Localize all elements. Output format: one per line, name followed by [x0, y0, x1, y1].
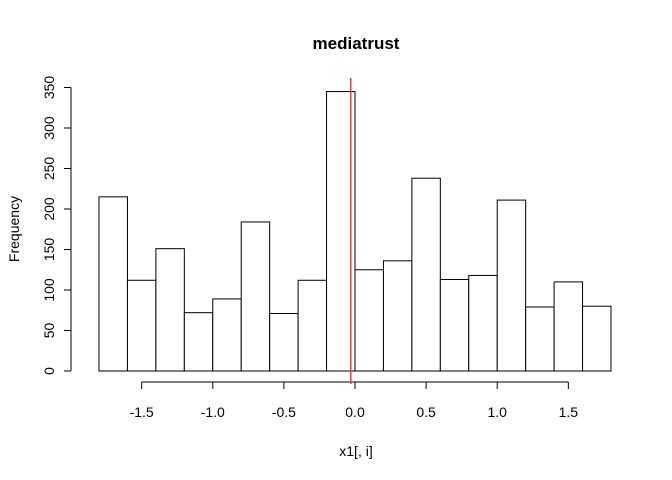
histogram-bar-14	[496, 199, 527, 372]
histogram-bar-12	[439, 278, 470, 372]
histogram-bar-2	[155, 248, 185, 372]
y-axis-label: Frequency	[6, 196, 22, 262]
y-tick-label: 250	[41, 157, 57, 181]
x-tick-label: -1.5	[130, 404, 154, 420]
histogram-bar-16	[553, 281, 584, 372]
y-tick-label: 200	[41, 197, 57, 221]
x-tick-label: 1.0	[487, 404, 507, 420]
y-tick-label: 50	[41, 323, 57, 339]
y-axis: 0 50 100 150 200 250 300 350	[41, 76, 72, 375]
histogram-bar-10	[382, 260, 413, 372]
histogram-bar-0	[98, 196, 128, 372]
histogram-bar-5	[240, 221, 271, 372]
histogram-bar-4	[212, 298, 242, 372]
x-tick-label: 1.5	[559, 404, 579, 420]
bars-group	[98, 91, 612, 372]
histogram-bar-17	[582, 305, 612, 372]
histogram-bar-6	[269, 312, 299, 372]
histogram-bar-1	[126, 279, 157, 372]
x-axis-label: x1[, i]	[339, 443, 372, 459]
histogram-bar-9	[354, 269, 384, 372]
y-tick-label: 300	[41, 116, 57, 140]
histogram-bar-11	[411, 177, 441, 372]
x-tick-label: -1.0	[201, 404, 225, 420]
y-tick-label: 350	[41, 76, 57, 100]
histogram-bar-7	[297, 279, 328, 372]
y-tick-label: 100	[41, 278, 57, 302]
x-tick-label: 0.0	[345, 404, 365, 420]
y-tick-label: 0	[41, 367, 57, 375]
chart-title: mediatrust	[313, 34, 400, 53]
y-tick-label: 150	[41, 238, 57, 262]
x-tick-label: 0.5	[416, 404, 436, 420]
histogram-bar-3	[183, 312, 214, 372]
x-axis: -1.5 -1.0 -0.5 0.0 0.5 1.0 1.5	[130, 381, 579, 420]
histogram-bar-15	[525, 306, 555, 372]
x-tick-label: -0.5	[272, 404, 296, 420]
histogram-bar-13	[468, 274, 498, 372]
